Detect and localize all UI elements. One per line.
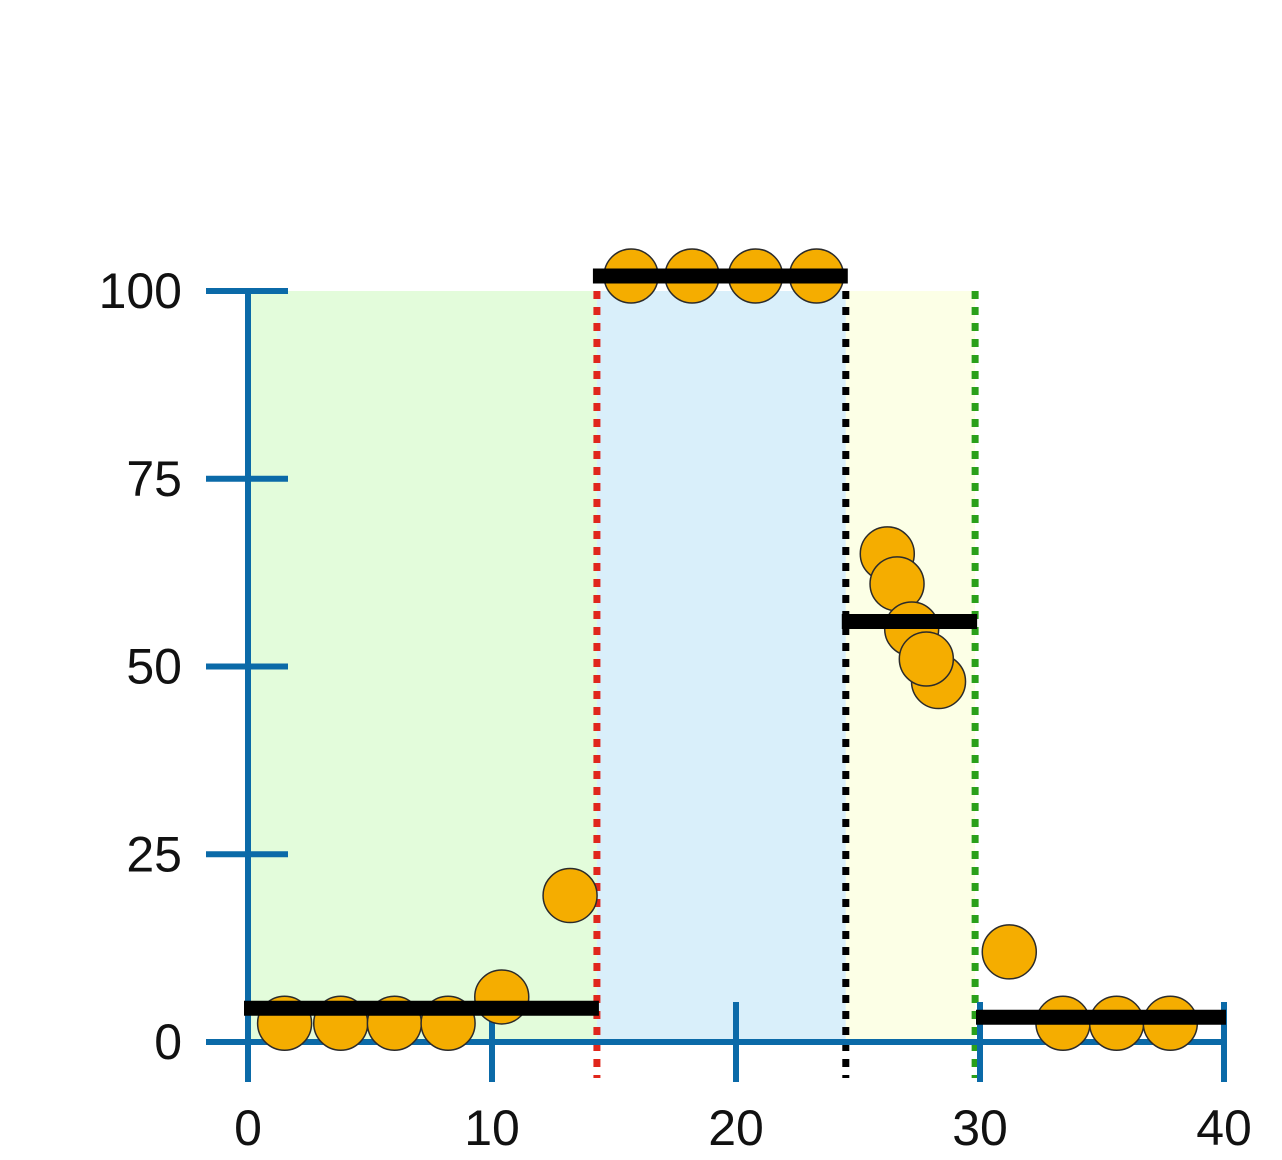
- y-tick-label-50: 50: [126, 639, 182, 695]
- y-tick-label-25: 25: [126, 826, 182, 882]
- data-point-15: [898, 631, 955, 687]
- x-tick-label-20: 20: [708, 1100, 764, 1156]
- tick-labels: 0 25 50 75 100 0 10 20 30 40: [99, 263, 1252, 1156]
- shaded-region-1: [248, 291, 597, 1042]
- data-point-6: [542, 867, 598, 924]
- boundary-lines: [593, 291, 979, 1078]
- x-tick-label-40: 40: [1196, 1100, 1252, 1156]
- y-tick-label-100: 100: [99, 263, 182, 319]
- y-tick-label-0: 0: [154, 1014, 182, 1070]
- shaded-region-2: [596, 291, 846, 1042]
- y-tick-label-75: 75: [126, 451, 182, 507]
- data-point-5: [474, 969, 530, 1025]
- data-point-16: [981, 924, 1038, 980]
- x-tick-label-0: 0: [234, 1100, 262, 1156]
- x-tick-label-10: 10: [464, 1100, 520, 1156]
- x-tick-label-30: 30: [952, 1100, 1008, 1156]
- shaded-regions: [248, 291, 976, 1042]
- segment-mean-lines: [244, 268, 1226, 1025]
